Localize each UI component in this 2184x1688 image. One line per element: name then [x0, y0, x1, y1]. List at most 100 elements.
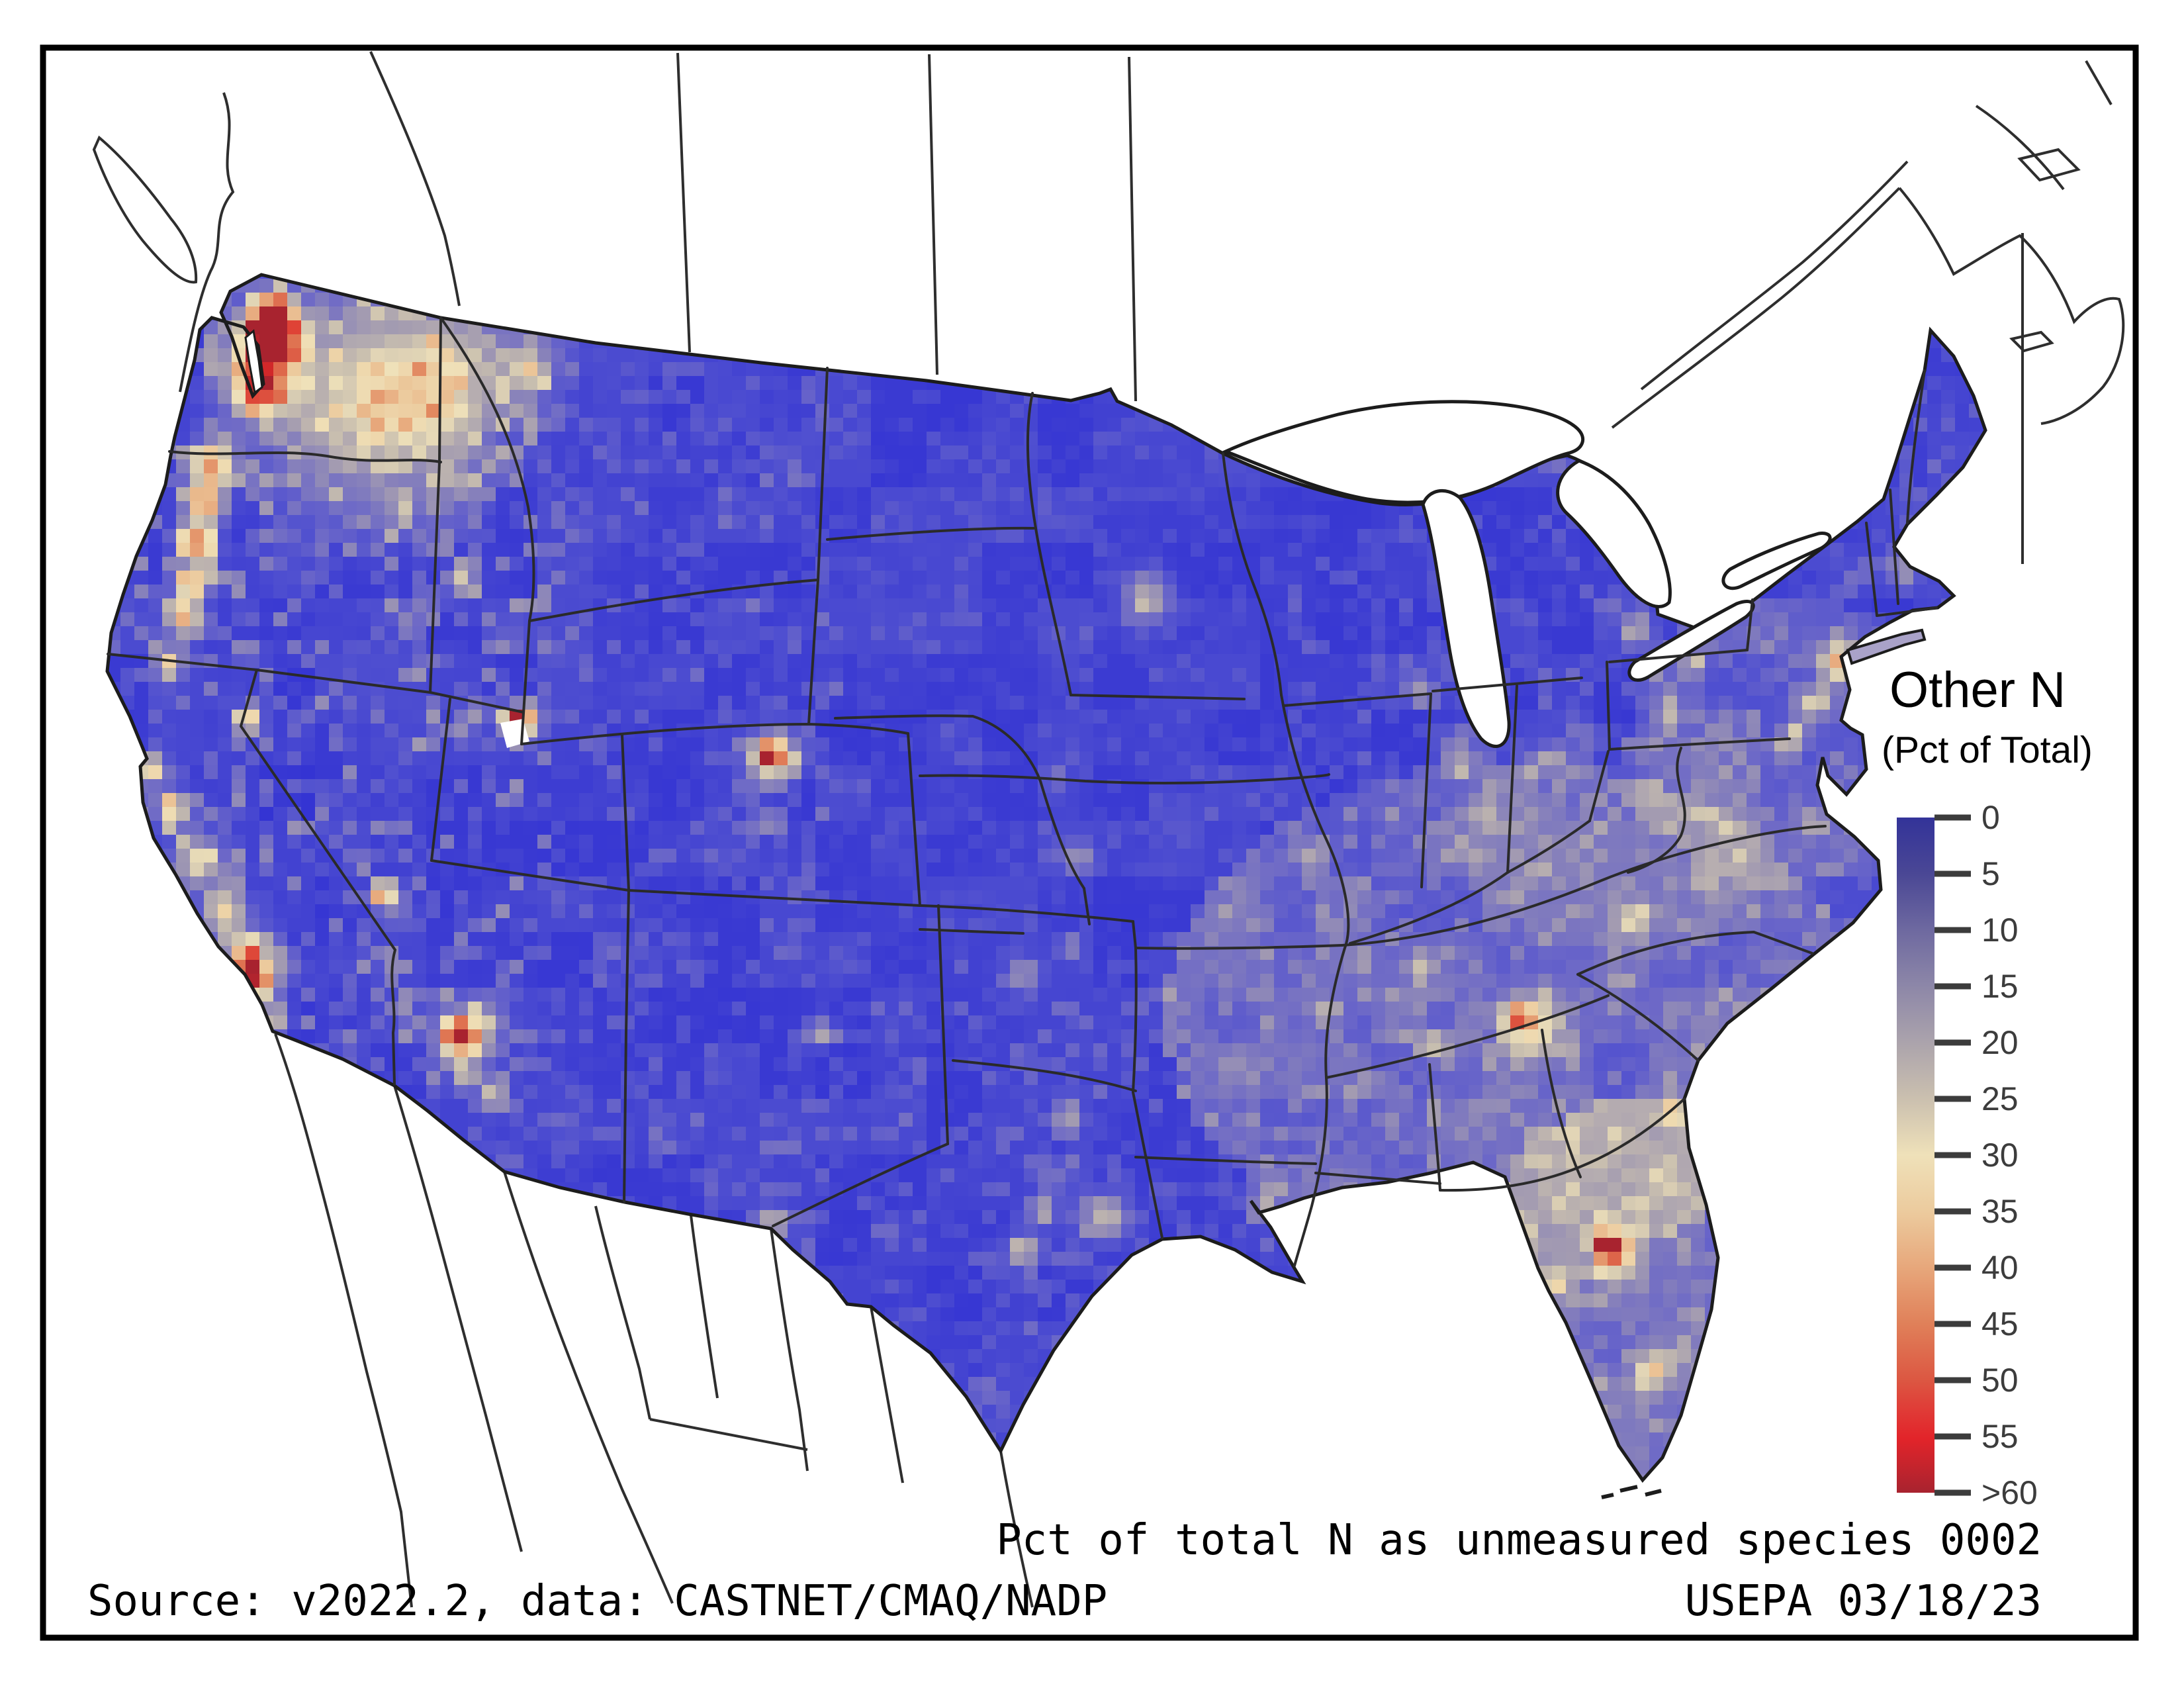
neighbor-boundary-line [1640, 160, 1909, 391]
state-border-line [937, 904, 949, 1145]
state-border-line [621, 733, 630, 892]
state-border-line [1349, 871, 1509, 945]
colorbar-tick-label: 40 [1981, 1249, 2019, 1286]
state-border-line [1314, 1172, 1441, 1185]
state-border-line [1541, 1029, 1582, 1178]
lake [1721, 532, 1832, 590]
colorbar-tick-label: >60 [1981, 1474, 2038, 1511]
neighbor-boundary-line [594, 1205, 651, 1420]
state-border-line [520, 620, 531, 745]
neighbor-boundary-line [1128, 56, 1137, 402]
neighbor-boundary-line [274, 1033, 413, 1608]
plot-label: Pct of total N as unmeasured species 000… [996, 1516, 2042, 1565]
neighbor-boundary-line [1975, 105, 2065, 191]
state-border-line [1876, 606, 1938, 617]
state-border-line [1906, 369, 1926, 524]
state-border-line [239, 669, 397, 1086]
state-border-line [907, 732, 921, 907]
state-border-line [1439, 1098, 1686, 1192]
colorbar-tick-label: 50 [1981, 1362, 2019, 1399]
state-border-line [1608, 737, 1791, 751]
colorbar-tick-label: 20 [1981, 1024, 2019, 1061]
state-borders [107, 316, 1938, 1267]
state-border-line [107, 653, 525, 714]
state-border-line [1588, 750, 1610, 822]
legend-subtitle: (Pct of Total) [1882, 729, 2093, 771]
state-border-line [826, 526, 1035, 541]
state-border-line [1134, 944, 1343, 950]
neighbor-boundary-line [369, 51, 461, 306]
state-border-line [1865, 522, 1878, 617]
state-border-line [1069, 694, 1246, 700]
state-border-line [834, 714, 1085, 890]
neighbor-boundary-line [393, 1085, 523, 1552]
state-border-line [772, 1143, 949, 1227]
state-border-line [1134, 1156, 1317, 1165]
neighbor-boundary-line [870, 1306, 904, 1483]
state-border-line [520, 722, 909, 745]
state-border-line [807, 579, 819, 726]
legend-title: Other N [1889, 662, 2066, 718]
state-border-line [1428, 1063, 1441, 1192]
neighbor-boundary-line [2085, 60, 2113, 105]
state-border-line [1576, 930, 1813, 976]
neighbor-boundary-line [2017, 148, 2081, 182]
colorbar: Other N (Pct of Total) 0 5 10 15 20 25 30 35 40 4… [1882, 662, 2093, 1511]
state-border-line [1889, 489, 1899, 605]
neighbor-boundary-line [1898, 187, 2125, 425]
state-border-line [919, 773, 1330, 784]
colorbar-tick-label: 10 [1981, 912, 2019, 949]
state-border-line [1627, 747, 1686, 874]
state-border-line [1222, 452, 1283, 696]
lake [1556, 459, 1672, 608]
state-border-line [919, 904, 1134, 923]
long-island [1846, 628, 1927, 665]
colorbar-tick-label: 55 [1981, 1418, 2019, 1455]
state-border-line [1506, 820, 1591, 874]
state-border-line [430, 698, 451, 862]
state-border-line [1325, 994, 1610, 1079]
state-border-line [1608, 649, 1749, 663]
neighbor-boundary-line [1611, 187, 1901, 429]
state-border-line [1746, 598, 1754, 651]
state-border-line [1420, 692, 1432, 888]
state-border-line [168, 450, 442, 463]
neighbor-boundary-line [92, 135, 198, 284]
colorbar-tick-label: 45 [1981, 1305, 2019, 1342]
colorbar-tick-labels: 0 5 10 15 20 25 30 35 40 45 50 55 >60 [1981, 799, 2038, 1511]
state-border-line [1606, 661, 1611, 751]
state-border-line [439, 316, 535, 622]
colorbar-ticks [1934, 814, 1971, 1496]
neighbor-boundary-line [770, 1228, 809, 1472]
neighbor-boundary-line [2009, 330, 2054, 353]
neighbor-boundary-line [690, 1215, 719, 1399]
colorbar-tick-label: 0 [1981, 799, 2000, 836]
state-border-line [1576, 973, 1700, 1062]
state-border-line [1132, 920, 1138, 1094]
florida-keys [1601, 1485, 1662, 1499]
canada-mexico-outlines [92, 51, 2125, 1608]
colorbar-tick-label: 25 [1981, 1080, 2019, 1117]
state-border-line [1432, 677, 1583, 692]
state-border-line [528, 579, 819, 622]
agency-date-caption: USEPA 03/18/23 [1685, 1577, 2042, 1626]
state-border-line [1283, 692, 1432, 707]
state-border-line [1280, 694, 1350, 1267]
colorbar-tick-label: 15 [1981, 968, 2019, 1005]
state-border-line [1026, 392, 1072, 696]
colorbar-gradient-bar [1897, 818, 1934, 1493]
state-border-line [1341, 825, 1827, 947]
lake [1421, 489, 1511, 748]
neighbor-boundary-line [503, 1171, 674, 1604]
neighbor-boundary-line [999, 1450, 1034, 1608]
colorbar-tick-label: 30 [1981, 1137, 2019, 1174]
puget-sound [244, 329, 263, 395]
state-border-line [919, 928, 1024, 935]
state-border-line [952, 1059, 1137, 1092]
figure-frame [40, 44, 2139, 1641]
colorbar-tick-label: 35 [1981, 1193, 2019, 1230]
state-border-line [1506, 684, 1518, 874]
state-border-line [623, 889, 630, 1203]
state-border-line [817, 367, 829, 581]
